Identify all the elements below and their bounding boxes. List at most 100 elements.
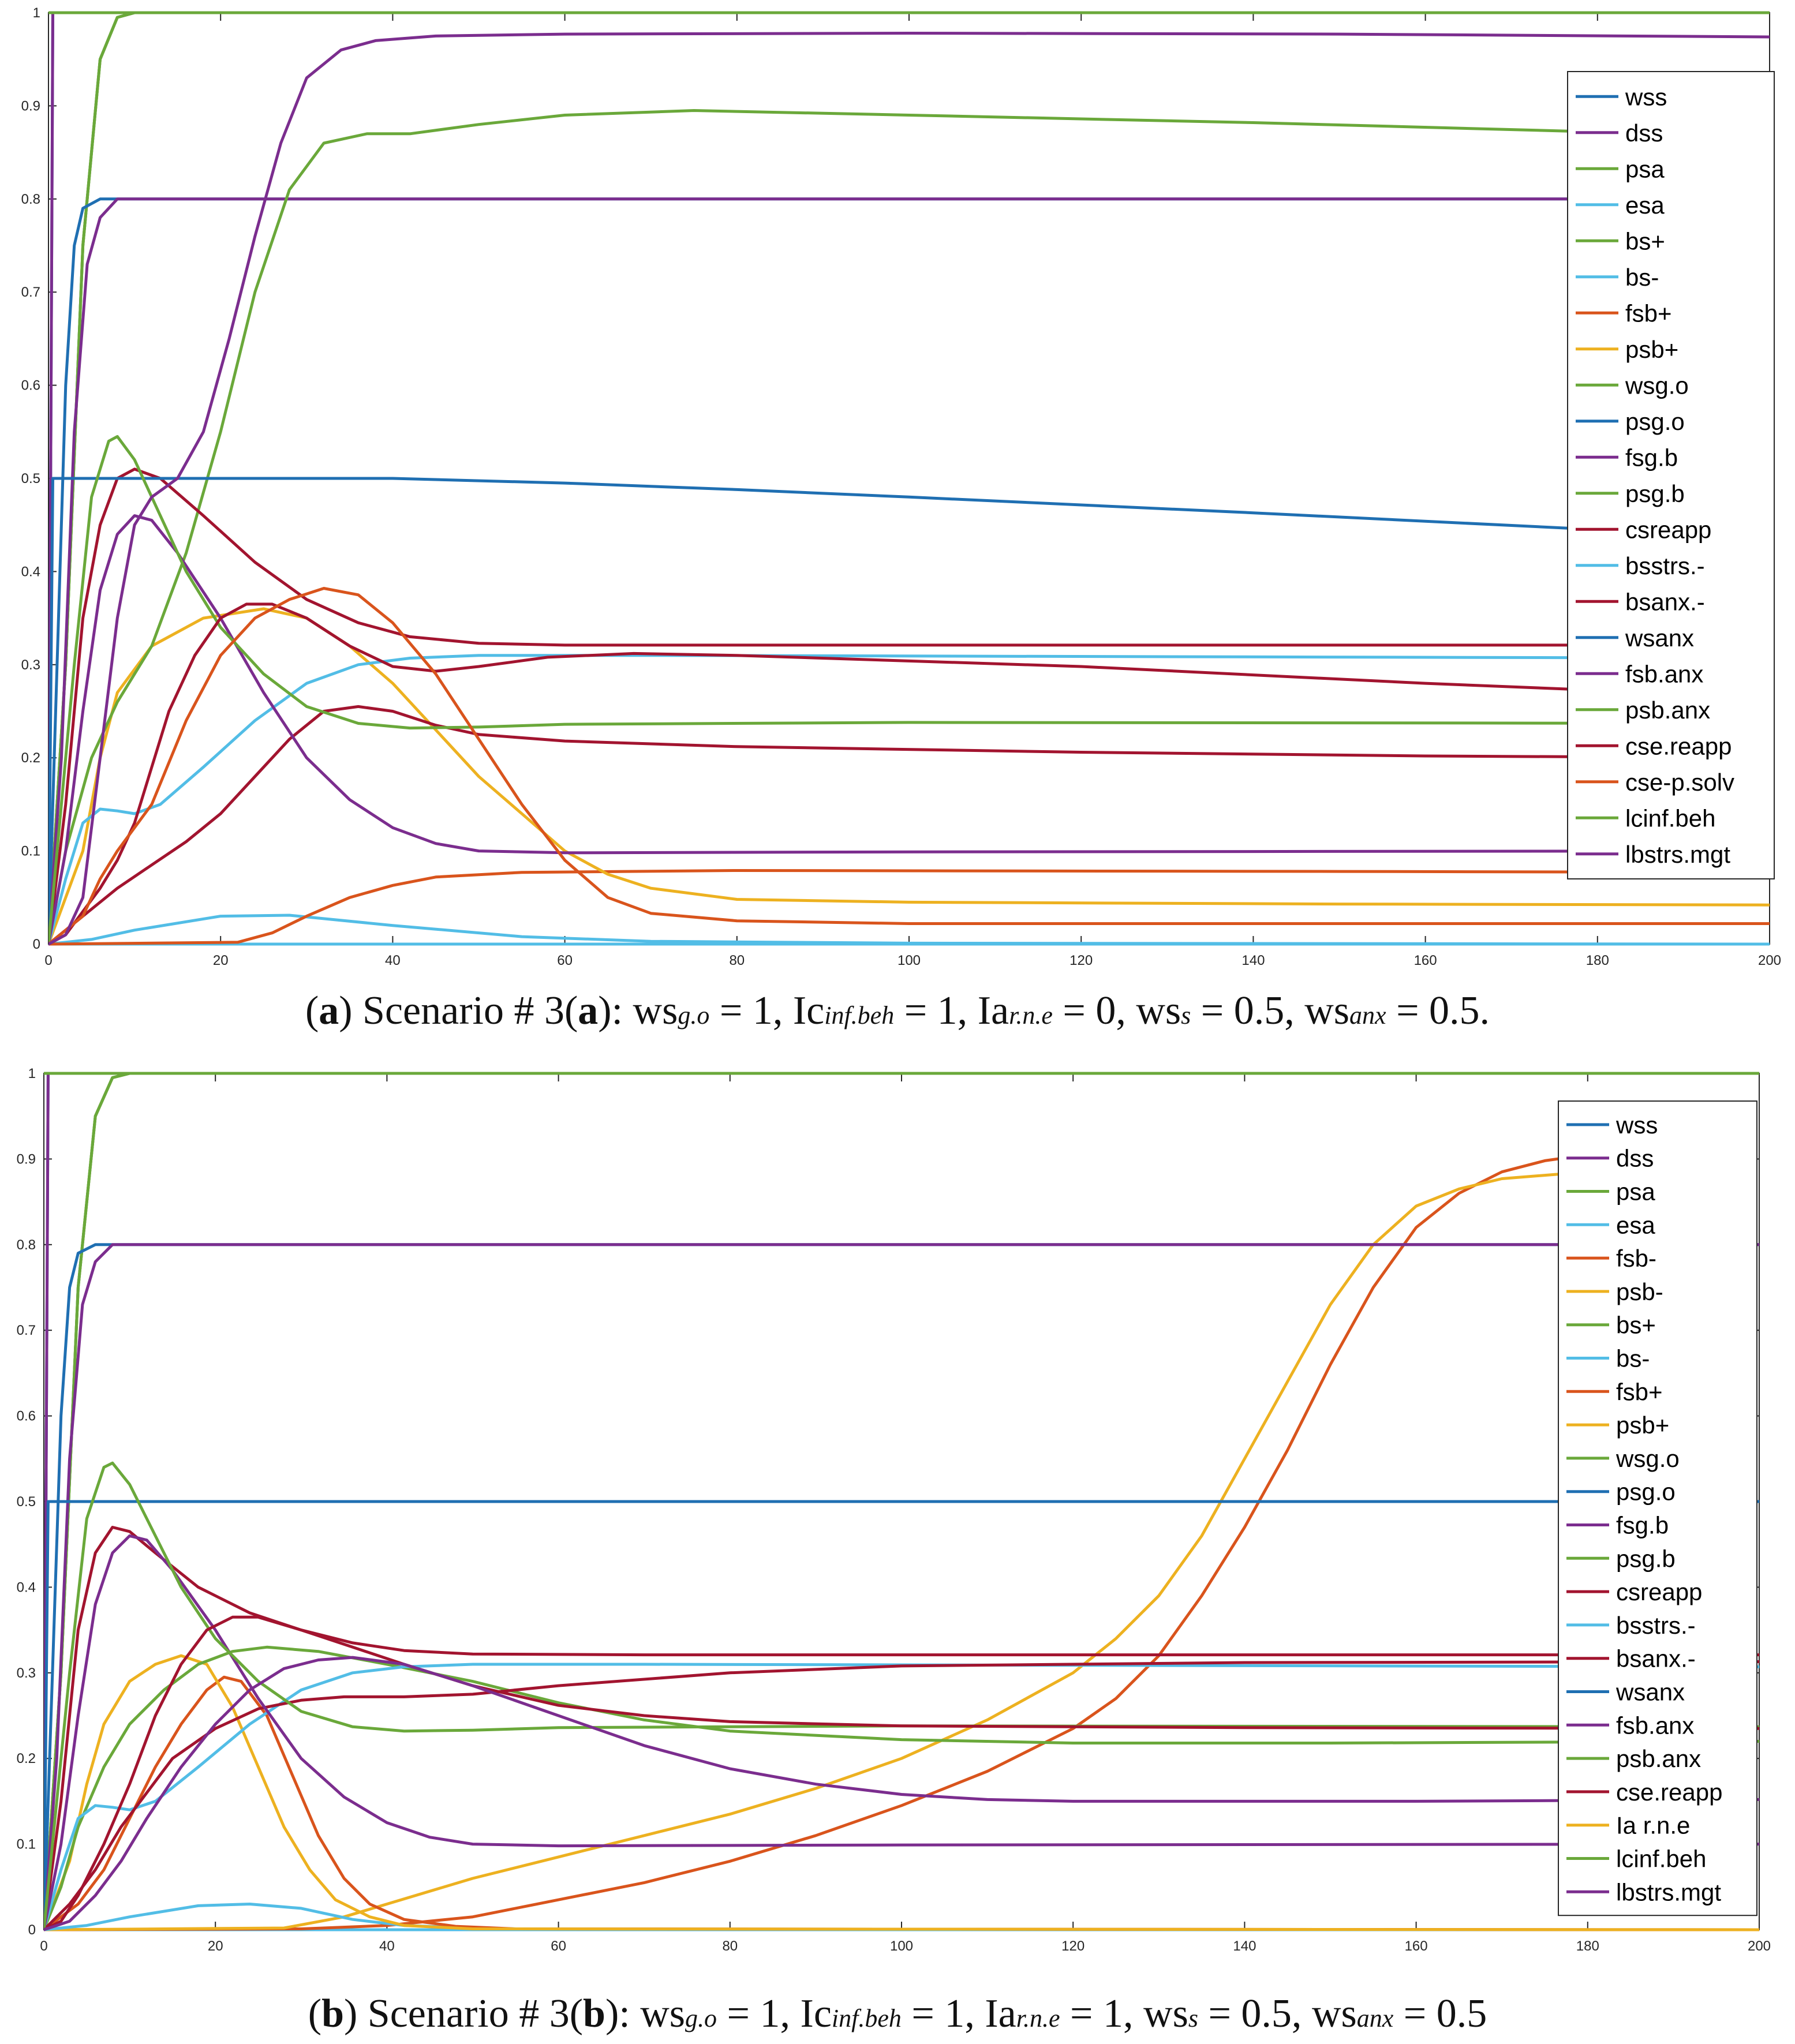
legend-label: fsg.b: [1625, 444, 1678, 471]
x-tick-label: 0: [40, 1938, 47, 1954]
series-line-bsstrs-: [48, 654, 1770, 946]
legend-label: psa: [1625, 155, 1665, 182]
legend-label: psb+: [1616, 1412, 1669, 1439]
legend-label: cse.reapp: [1625, 732, 1732, 759]
legend-label: bsstrs.-: [1616, 1612, 1696, 1639]
y-tick-label: 0.7: [17, 1323, 36, 1338]
legend-label: lbstrs.mgt: [1625, 841, 1730, 868]
series-line-cse-reapp: [48, 602, 1770, 946]
series-line-fsb-: [44, 1675, 1759, 1931]
caption-subscript: inf.beh: [831, 2004, 902, 2032]
series-line-psb-anx: [44, 1461, 1759, 1931]
series-line-bsanx-: [44, 1660, 1759, 1931]
legend-label: bs-: [1616, 1345, 1650, 1372]
legend-label: Ia r.n.e: [1616, 1812, 1690, 1839]
series-line-wsanx: [44, 1500, 1759, 1931]
series-line-fsb-anx: [44, 1534, 1759, 1931]
legend-label: psb+: [1625, 336, 1678, 363]
series-line-fsb-anx: [48, 514, 1770, 946]
legend-label: lcinf.beh: [1625, 804, 1715, 832]
y-tick-label: 0.9: [17, 1151, 36, 1167]
y-tick-label: 0.1: [17, 1837, 36, 1852]
caption-subscript: anx: [1356, 2004, 1394, 2032]
series-line-bsstrs-: [44, 1663, 1759, 1931]
series-line-psb-: [48, 607, 1770, 946]
series-line-cse-reapp: [44, 1615, 1759, 1931]
y-tick-label: 1: [33, 5, 40, 21]
series-line-psb-: [44, 1170, 1590, 1931]
chart-a: 0 0.1 0.2 0.3 0.4 0.5 0.6 0.7 0.8 0.9 1 0 20 40 60 80 10…: [21, 5, 1781, 968]
series-line-cse-p-solv: [48, 587, 1770, 946]
legend-label: fsb-: [1616, 1245, 1656, 1272]
legend-label: bs+: [1616, 1312, 1656, 1339]
series-line-wsanx: [48, 477, 1770, 946]
x-tick-label: 120: [1069, 953, 1093, 968]
legend-label: psb.anx: [1616, 1745, 1701, 1772]
x-tick-label: 40: [385, 953, 401, 968]
series-group: [48, 11, 1770, 946]
caption-subscript: g.o: [685, 2004, 717, 2032]
caption-b: (b) Scenario # 3(b): wsg.o = 1, Icinf.be…: [308, 1991, 1487, 2036]
legend-label: cse.reapp: [1616, 1779, 1722, 1806]
legend-label: cse-p.solv: [1625, 769, 1734, 796]
x-tick-label: 200: [1748, 1938, 1771, 1954]
legend-label: bsanx.-: [1616, 1645, 1696, 1672]
x-tick-label: 180: [1576, 1938, 1599, 1954]
caption-subscript: g.o: [678, 1001, 710, 1030]
legend-label: bsstrs.-: [1625, 552, 1705, 579]
caption-subscript: r.n.e: [1016, 2004, 1060, 2032]
legend-label: esa: [1625, 192, 1665, 219]
legend-label: bsanx.-: [1625, 588, 1705, 615]
legend-label: bs-: [1625, 264, 1659, 291]
legend: wss dss psa esa bs+ bs-fsb+ psb+ wsg.o psg.o fsg.…: [1567, 71, 1775, 879]
legend-label: fsb.anx: [1616, 1712, 1694, 1739]
x-tick-label: 120: [1061, 1938, 1085, 1954]
x-tick-label: 60: [557, 953, 573, 968]
series-line-bsanx-: [48, 705, 1770, 946]
legend-box: [1558, 1100, 1757, 1916]
series-line-psb-anx: [48, 435, 1770, 946]
x-tick-label: 160: [1414, 953, 1437, 968]
legend-label: dss: [1625, 119, 1663, 147]
x-tick-label: 60: [551, 1938, 566, 1954]
series-line-psg-o: [48, 197, 1770, 946]
x-tick-label: 20: [213, 953, 229, 968]
series-line-psg-b: [48, 109, 1770, 946]
legend-label: wss: [1625, 83, 1667, 110]
legend-label: psg.o: [1616, 1478, 1676, 1506]
x-tick-label: 20: [208, 1938, 223, 1954]
series-line-fsb-: [48, 869, 1770, 946]
x-tick-label: 100: [898, 953, 921, 968]
legend-label: psa: [1616, 1178, 1655, 1206]
x-tick-label: 140: [1241, 953, 1265, 968]
caption-subscript: inf.beh: [824, 1001, 895, 1030]
legend-label: psb-: [1616, 1278, 1663, 1305]
legend-label: bs+: [1625, 227, 1665, 254]
legend-label: psg.o: [1625, 408, 1685, 435]
legend-label: psg.b: [1625, 480, 1685, 507]
legend-label: csreapp: [1625, 516, 1711, 543]
x-tick-label: 80: [729, 953, 745, 968]
legend-label: psg.b: [1616, 1545, 1676, 1572]
y-tick-label: 0.6: [17, 1409, 36, 1424]
legend-label: psb.anx: [1625, 697, 1710, 724]
series-line-bs-: [48, 914, 1770, 946]
chart-b: 0 0.1 0.2 0.3 0.4 0.5 0.6 0.7 0.8 0.9 1 0 20 40 60 80 10…: [17, 1066, 1771, 1954]
series-line-fsg-b: [48, 197, 1770, 946]
y-tick-label: 0.8: [17, 1237, 36, 1253]
y-tick-label: 0.5: [17, 1494, 36, 1510]
y-tick-label: 0.4: [21, 564, 40, 579]
legend-label: wsanx: [1616, 1679, 1685, 1706]
legend-label: fsb.anx: [1625, 660, 1703, 687]
series-line-lbstrs-mgt: [48, 32, 1770, 946]
caption-subscript: s: [1188, 2004, 1198, 2032]
legend-label: csreapp: [1616, 1578, 1702, 1605]
x-tick-label: 160: [1405, 1938, 1428, 1954]
series-line-csreapp: [48, 467, 1770, 946]
y-tick-label: 0: [33, 937, 40, 952]
legend-label: fsb+: [1625, 300, 1672, 327]
x-tick-label: 80: [722, 1938, 738, 1954]
caption-a: (a) Scenario # 3(a): wsg.o = 1, Icinf.be…: [305, 989, 1490, 1033]
series-group: [44, 1072, 1759, 1931]
